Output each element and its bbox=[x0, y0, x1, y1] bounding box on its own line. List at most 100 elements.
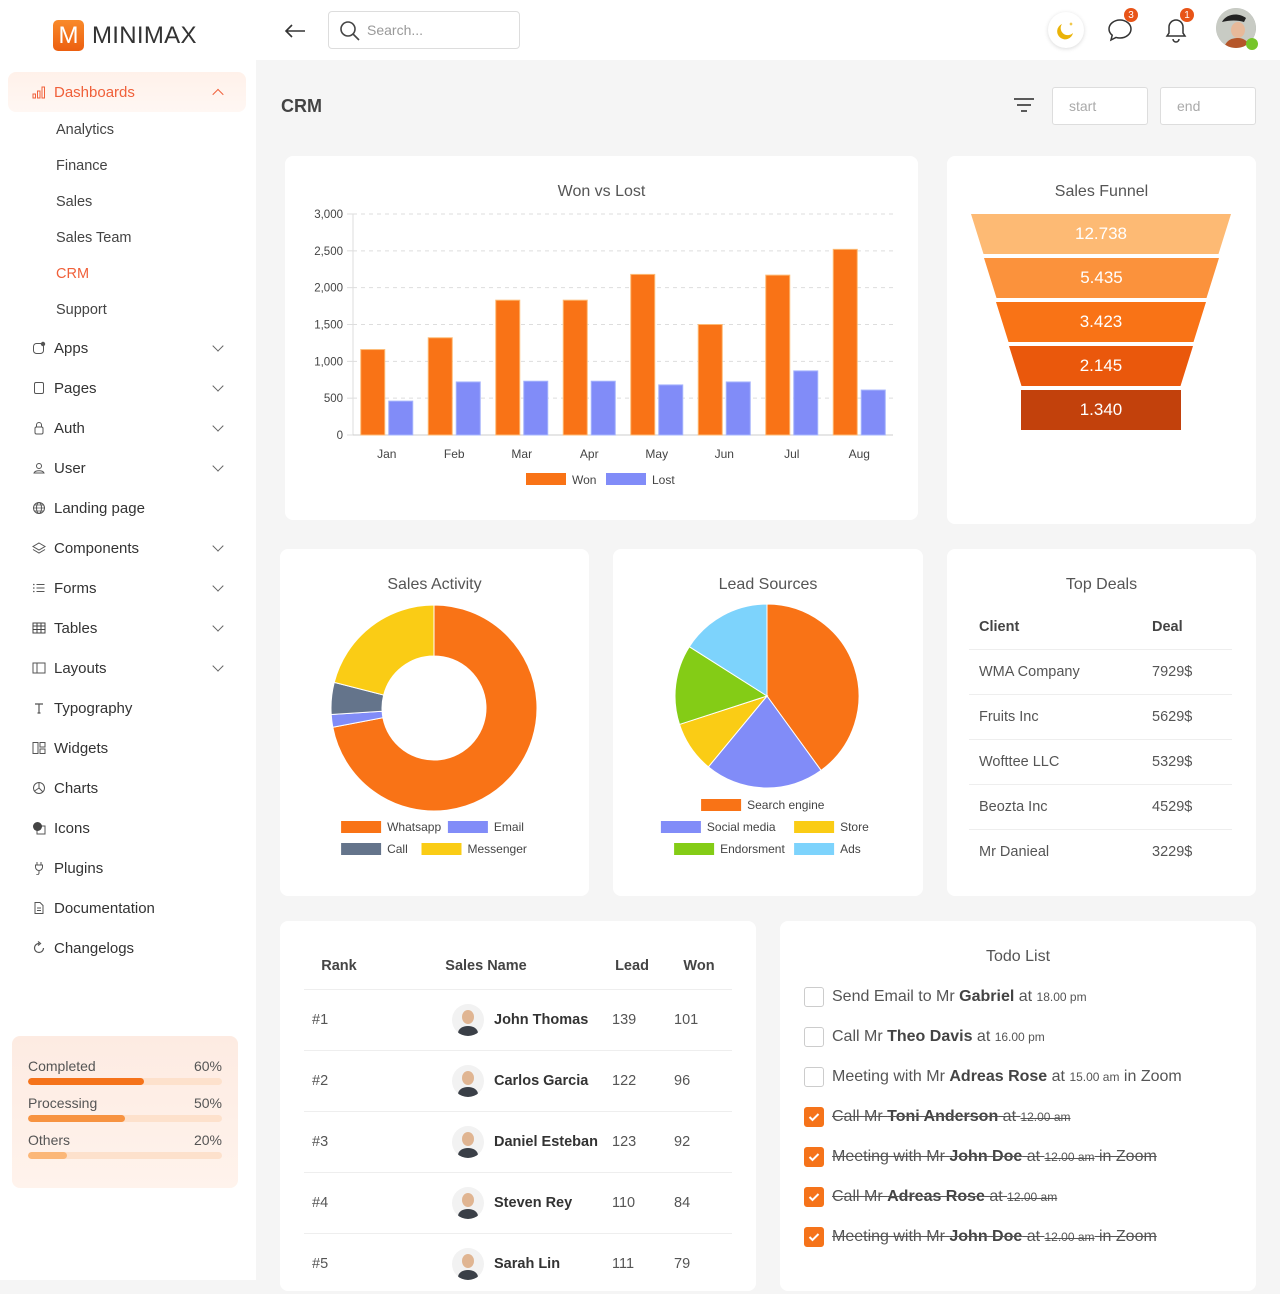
sidebar-item-components[interactable]: Components bbox=[8, 528, 246, 568]
todo-checkbox[interactable] bbox=[804, 987, 824, 1007]
todo-checkbox[interactable] bbox=[804, 1147, 824, 1167]
start-date-input[interactable]: start bbox=[1052, 87, 1148, 125]
sales-person[interactable]: Sarah Lin bbox=[374, 1247, 598, 1280]
sidebar-item-typography[interactable]: Typography bbox=[8, 688, 246, 728]
chevron-down-icon[interactable] bbox=[212, 580, 224, 592]
sidebar-item-charts[interactable]: Charts bbox=[8, 768, 246, 808]
sidebar-item-landing-page[interactable]: Landing page bbox=[8, 488, 246, 528]
table-row[interactable]: Wofttee LLC 5329$ bbox=[969, 738, 1232, 784]
end-date-input[interactable]: end bbox=[1160, 87, 1256, 125]
sidebar-item-auth[interactable]: Auth bbox=[8, 408, 246, 448]
bar-won-may[interactable] bbox=[630, 273, 656, 436]
sidebar-subitem-sales-team[interactable]: Sales Team bbox=[56, 230, 132, 246]
sidebar-subitem-analytics[interactable]: Analytics bbox=[56, 122, 115, 138]
table-row[interactable]: #3 Daniel Esteban 123 92 bbox=[304, 1110, 732, 1172]
todo-checkbox[interactable] bbox=[804, 1027, 824, 1047]
bar-lost-apr[interactable] bbox=[590, 380, 616, 436]
user-avatar[interactable] bbox=[1216, 8, 1258, 50]
filter-icon[interactable] bbox=[1012, 96, 1036, 119]
column-header-rank[interactable]: Rank bbox=[321, 957, 357, 974]
sidebar-subitem-finance[interactable]: Finance bbox=[56, 158, 108, 174]
slice-whatsapp[interactable] bbox=[332, 604, 538, 812]
todo-checkbox[interactable] bbox=[804, 1227, 824, 1247]
bar-lost-jul[interactable] bbox=[793, 370, 819, 436]
bar-won-jun[interactable] bbox=[697, 324, 723, 436]
chevron-down-icon[interactable] bbox=[212, 620, 224, 632]
chevron-down-icon[interactable] bbox=[212, 420, 224, 432]
column-header-deal[interactable]: Deal bbox=[1152, 618, 1183, 635]
messages-button[interactable]: 3 bbox=[1102, 8, 1138, 48]
bar-won-aug[interactable] bbox=[832, 248, 858, 436]
chevron-down-icon[interactable] bbox=[212, 660, 224, 672]
chevron-down-icon[interactable] bbox=[212, 340, 224, 352]
todo-checkbox[interactable] bbox=[804, 1067, 824, 1087]
table-row[interactable]: Mr Danieal 3229$ bbox=[969, 828, 1232, 874]
bar-won-mar[interactable] bbox=[495, 299, 521, 436]
todo-item[interactable]: Meeting with Mr Adreas Rose at 15.00 am … bbox=[804, 1057, 1236, 1097]
funnel-stage-1[interactable]: 12.738 bbox=[971, 214, 1231, 254]
sidebar-item-forms[interactable]: Forms bbox=[8, 568, 246, 608]
sidebar-item-user[interactable]: User bbox=[8, 448, 246, 488]
sidebar-item-icons[interactable]: Icons bbox=[8, 808, 246, 848]
funnel-stage-5[interactable]: 1.340 bbox=[1021, 390, 1181, 430]
sales-person[interactable]: Carlos Garcia bbox=[374, 1064, 598, 1097]
funnel-stage-3[interactable]: 3.423 bbox=[996, 302, 1206, 342]
sidebar-item-apps[interactable]: Apps bbox=[8, 328, 246, 368]
bar-won-jan[interactable] bbox=[360, 349, 386, 436]
table-row[interactable]: #5 Sarah Lin 111 79 bbox=[304, 1232, 732, 1294]
chevron-down-icon[interactable] bbox=[212, 460, 224, 472]
bar-won-apr[interactable] bbox=[562, 299, 588, 436]
bar-won-feb[interactable] bbox=[427, 337, 453, 436]
bar-lost-mar[interactable] bbox=[523, 380, 549, 436]
column-header-sales-name[interactable]: Sales Name bbox=[445, 957, 527, 974]
table-row[interactable]: Fruits Inc 5629$ bbox=[969, 693, 1232, 739]
slice-social-media[interactable] bbox=[707, 695, 822, 789]
sales-person[interactable]: Steven Rey bbox=[374, 1186, 598, 1219]
sidebar-item-plugins[interactable]: Plugins bbox=[8, 848, 246, 888]
bar-won-jul[interactable] bbox=[765, 274, 791, 436]
todo-item[interactable]: Call Mr Toni Anderson at 12.00 am bbox=[804, 1097, 1236, 1137]
sidebar-item-layouts[interactable]: Layouts bbox=[8, 648, 246, 688]
todo-item[interactable]: Meeting with Mr John Doe at 12.00 am in … bbox=[804, 1137, 1236, 1177]
todo-item[interactable]: Call Mr Theo Davis at 16.00 pm bbox=[804, 1017, 1236, 1057]
sales-person[interactable]: Daniel Esteban bbox=[374, 1125, 598, 1158]
table-row[interactable]: Beozta Inc 4529$ bbox=[969, 783, 1232, 829]
table-row[interactable]: #1 John Thomas 139 101 bbox=[304, 988, 732, 1050]
sidebar-subitem-support[interactable]: Support bbox=[56, 302, 107, 318]
todo-item[interactable]: Send Email to Mr Gabriel at 18.00 pm bbox=[804, 977, 1236, 1017]
todo-item[interactable]: Call Mr Adreas Rose at 12.00 am bbox=[804, 1177, 1236, 1217]
sidebar-item-documentation[interactable]: Documentation bbox=[8, 888, 246, 928]
funnel-stage-4[interactable]: 2.145 bbox=[1009, 346, 1193, 386]
slice-endorsment[interactable] bbox=[674, 646, 769, 726]
bar-lost-feb[interactable] bbox=[455, 381, 481, 436]
slice-messenger[interactable] bbox=[333, 604, 435, 696]
sales-person[interactable]: John Thomas bbox=[374, 1003, 598, 1036]
logo[interactable]: M MINIMAX bbox=[53, 20, 197, 51]
table-row[interactable]: #4 Steven Rey 110 84 bbox=[304, 1171, 732, 1233]
bar-lost-jan[interactable] bbox=[388, 400, 414, 436]
slice-search-engine[interactable] bbox=[766, 603, 860, 772]
dark-mode-toggle[interactable] bbox=[1048, 12, 1084, 48]
sidebar-item-pages[interactable]: Pages bbox=[8, 368, 246, 408]
column-header-won[interactable]: Won bbox=[683, 957, 715, 974]
table-row[interactable]: #2 Carlos Garcia 122 96 bbox=[304, 1049, 732, 1111]
sidebar-item-tables[interactable]: Tables bbox=[8, 608, 246, 648]
lead-sources-chart[interactable]: Search engine Social media Store Endorsment… bbox=[613, 549, 923, 896]
bar-lost-jun[interactable] bbox=[725, 381, 751, 436]
sidebar-item-changelogs[interactable]: Changelogs bbox=[8, 928, 246, 968]
column-header-client[interactable]: Client bbox=[979, 618, 1020, 635]
sidebar-item-dashboards[interactable]: Dashboards bbox=[8, 72, 246, 112]
back-arrow-icon[interactable] bbox=[284, 18, 306, 44]
column-header-lead[interactable]: Lead bbox=[615, 957, 649, 974]
sidebar-subitem-crm[interactable]: CRM bbox=[56, 266, 90, 282]
todo-checkbox[interactable] bbox=[804, 1107, 824, 1127]
won-vs-lost-chart[interactable]: 0 500 1,000 1,500 2,000 2,500 3,000 Jan Feb Mar Ap… bbox=[285, 156, 918, 520]
chevron-down-icon[interactable] bbox=[212, 540, 224, 552]
sidebar-item-widgets[interactable]: Widgets bbox=[8, 728, 246, 768]
chevron-down-icon[interactable] bbox=[212, 380, 224, 392]
table-row[interactable]: WMA Company 7929$ bbox=[969, 648, 1232, 694]
todo-checkbox[interactable] bbox=[804, 1187, 824, 1207]
search-input[interactable]: Search... bbox=[328, 11, 520, 49]
bar-lost-aug[interactable] bbox=[860, 389, 886, 436]
todo-item[interactable]: Meeting with Mr John Doe at 12.00 am in … bbox=[804, 1217, 1236, 1257]
